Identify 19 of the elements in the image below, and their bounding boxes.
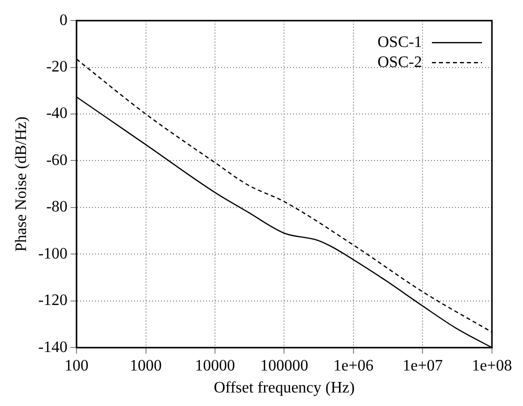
x-axis-title: Offset frequency (Hz) xyxy=(214,380,355,397)
legend-label: OSC-1 xyxy=(377,34,422,51)
x-tick-label: 1e+08 xyxy=(472,357,512,374)
x-tick-label: 1000 xyxy=(130,357,162,374)
y-tick-label: -120 xyxy=(38,292,68,310)
y-tick-label: -80 xyxy=(46,198,68,216)
y-tick-label: -20 xyxy=(46,58,68,76)
x-tick-label: 1e+07 xyxy=(402,357,443,374)
x-tick-label: 100000 xyxy=(260,357,308,374)
y-tick-label: -100 xyxy=(38,245,68,262)
x-tick-label: 10000 xyxy=(195,357,235,374)
x-tick-label: 100 xyxy=(64,357,89,374)
y-tick-label: 0 xyxy=(60,12,68,29)
x-tick-label: 1e+06 xyxy=(333,357,374,374)
y-tick-label: -40 xyxy=(46,105,68,122)
y-tick-label: -60 xyxy=(46,152,68,169)
y-tick-label: -140 xyxy=(38,338,68,356)
legend-label: OSC-2 xyxy=(377,54,422,71)
y-axis-title: Phase Noise (dB/Hz) xyxy=(12,116,30,252)
